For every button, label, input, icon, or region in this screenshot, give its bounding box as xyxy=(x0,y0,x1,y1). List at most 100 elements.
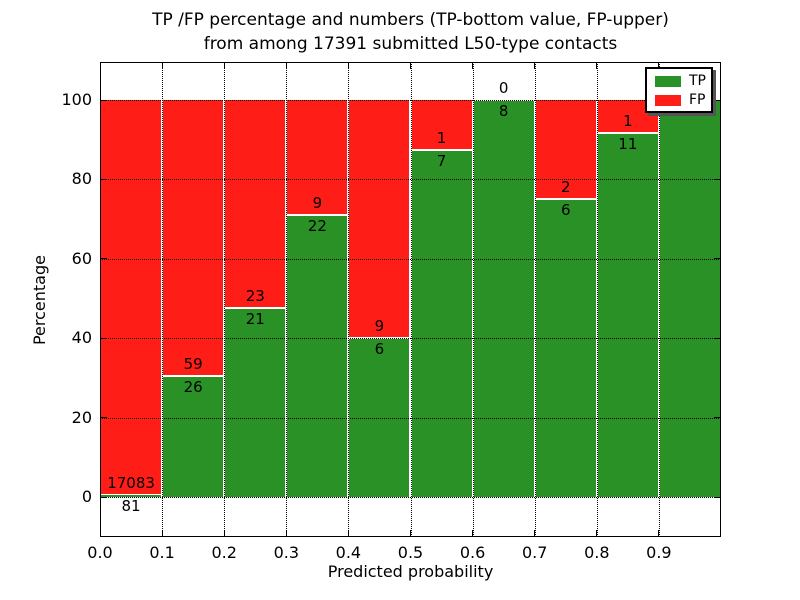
x-tick-label: 0.6 xyxy=(459,543,486,562)
tp-bar-segment xyxy=(534,199,597,497)
x-tick-label: 0.3 xyxy=(273,543,300,562)
vertical-gridline xyxy=(224,62,226,537)
fp-count-label: 1 xyxy=(623,112,633,131)
tp-bar-segment xyxy=(472,100,535,497)
x-tick-mark xyxy=(285,530,287,537)
fp-count-label: 2 xyxy=(560,178,571,197)
x-tick-mark xyxy=(161,530,163,537)
vertical-gridline xyxy=(534,62,536,537)
y-tick-label: 40 xyxy=(71,328,92,348)
x-tick-label: 0.0 xyxy=(87,543,113,562)
x-tick-mark xyxy=(223,62,225,69)
y-tick-label: 20 xyxy=(71,407,92,427)
tp-count-label: 6 xyxy=(560,201,571,220)
x-tick-mark xyxy=(472,530,474,537)
y-tick-mark xyxy=(714,417,721,419)
x-tick-mark xyxy=(596,62,598,69)
x-tick-mark xyxy=(410,62,411,69)
tp-count-label: 6 xyxy=(374,340,385,359)
tp-count-label: 11 xyxy=(618,135,638,154)
fp-bar-segment xyxy=(224,100,287,308)
y-tick-mark xyxy=(714,496,721,498)
x-tick-mark xyxy=(534,62,536,69)
tp-count-label: 7 xyxy=(436,151,447,170)
x-tick-mark xyxy=(472,62,474,69)
legend-label: FP xyxy=(689,92,706,108)
vertical-gridline xyxy=(596,62,598,537)
x-tick-label: 0.5 xyxy=(397,543,424,562)
fp-bar-segment xyxy=(162,100,225,376)
fp-count-label: 23 xyxy=(245,286,265,305)
y-tick-mark xyxy=(714,178,721,180)
x-tick-label: 0.8 xyxy=(584,543,610,562)
x-tick-mark xyxy=(223,530,225,537)
fp-bar-segment xyxy=(100,100,163,496)
x-tick-mark xyxy=(658,530,660,537)
y-tick-label: 0 xyxy=(81,487,92,506)
vertical-gridline xyxy=(162,62,164,537)
fp-count-label: 9 xyxy=(374,317,385,336)
legend-entry: FP xyxy=(647,91,711,110)
y-tick-mark xyxy=(714,258,721,260)
x-tick-label: 0.1 xyxy=(149,543,175,562)
y-tick-label: 80 xyxy=(71,169,92,189)
legend-entry: TP xyxy=(647,72,711,91)
legend: TP FP xyxy=(645,67,713,113)
x-axis-label: Predicted probability xyxy=(327,562,494,581)
tp-legend-swatch xyxy=(655,76,681,87)
tp-count-label: 81 xyxy=(121,497,141,516)
fp-legend-swatch xyxy=(655,95,681,106)
tp-count-label: 8 xyxy=(498,102,509,120)
x-tick-mark xyxy=(347,530,349,537)
vertical-gridline xyxy=(472,62,474,537)
tp-count-label: 21 xyxy=(245,309,265,328)
y-tick-mark xyxy=(714,99,721,101)
tp-bar-segment xyxy=(410,149,473,497)
y-axis-label: Percentage xyxy=(30,255,49,346)
y-tick-mark xyxy=(100,99,107,101)
x-tick-label: 0.7 xyxy=(521,543,548,562)
y-tick-label: 100 xyxy=(61,90,92,109)
vertical-gridline xyxy=(658,62,660,537)
y-tick-mark xyxy=(100,417,107,419)
x-tick-mark xyxy=(534,530,536,537)
tp-bar-segment xyxy=(224,307,287,497)
x-tick-label: 0.9 xyxy=(646,543,672,562)
vertical-gridline xyxy=(348,62,350,537)
vertical-gridline xyxy=(286,62,288,537)
tp-count-label: 22 xyxy=(307,217,327,236)
y-tick-mark xyxy=(100,258,107,260)
x-tick-mark xyxy=(99,62,101,69)
x-tick-mark xyxy=(161,62,163,69)
x-tick-mark xyxy=(410,530,411,537)
x-tick-label: 0.4 xyxy=(335,543,362,562)
tp-bar-segment xyxy=(348,338,411,497)
tp-count-label: 26 xyxy=(183,377,203,396)
fp-count-label: 1 xyxy=(436,128,447,147)
x-tick-mark xyxy=(347,62,349,69)
chart-title: TP /FP percentage and numbers (TP-bottom… xyxy=(100,8,721,56)
fp-count-label: 17083 xyxy=(107,474,155,493)
fp-bar-segment xyxy=(348,100,411,339)
x-tick-mark xyxy=(285,62,287,69)
fp-bar-segment xyxy=(534,100,597,200)
legend-label: TP xyxy=(689,73,706,89)
x-tick-mark xyxy=(658,62,660,69)
y-tick-mark xyxy=(100,337,107,339)
chart-title-line2: from among 17391 submitted L50-type cont… xyxy=(203,34,618,54)
x-tick-mark xyxy=(99,530,101,537)
y-tick-mark xyxy=(714,337,721,339)
vertical-gridline xyxy=(100,62,101,537)
fp-count-label: 59 xyxy=(183,354,203,373)
y-tick-mark xyxy=(100,178,107,180)
y-tick-mark xyxy=(100,496,107,498)
tp-bar-segment xyxy=(658,100,721,497)
y-tick-label: 60 xyxy=(71,248,92,268)
chart-title-line1: TP /FP percentage and numbers (TP-bottom… xyxy=(152,10,669,30)
fp-count-label: 0 xyxy=(498,79,509,97)
tp-bar-segment xyxy=(596,133,659,497)
fp-count-label: 9 xyxy=(312,194,323,213)
vertical-gridline xyxy=(410,62,412,537)
x-tick-label: 0.2 xyxy=(211,543,237,562)
